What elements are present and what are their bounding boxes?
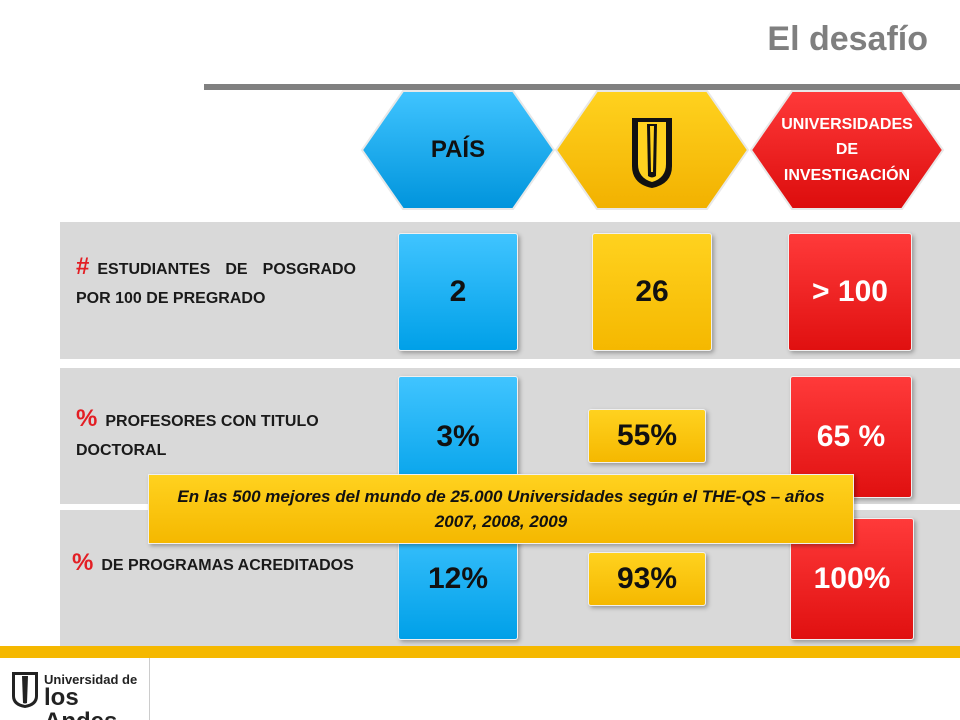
uniandes-logo-icon (12, 672, 38, 708)
value-posgrado-pais: 2 (398, 233, 518, 351)
row-symbol: % (76, 405, 98, 432)
hexagon-shape-blue (360, 90, 556, 210)
header-pais-label: PAÍS (430, 136, 486, 163)
header-investigacion: UNIVERSIDADES DE INVESTIGACIÓN (747, 88, 947, 212)
row-label-posgrado: # ESTUDIANTES DE POSGRADO POR 100 DE PREG… (76, 253, 356, 308)
row-symbol: % (72, 549, 94, 576)
uniandes-shield-icon (632, 118, 672, 188)
value-programas-uniandes: 93% (588, 552, 706, 606)
row-label-programas: % DE PROGRAMAS ACREDITADOS (72, 549, 354, 576)
page-title: El desafío (767, 20, 928, 58)
value-posgrado-investigacion: > 100 (788, 233, 912, 351)
logo-text-line1: Universidad de (44, 672, 138, 687)
title-divider (204, 84, 960, 90)
hexagon-shape-yellow (554, 90, 750, 210)
value-profesores-uniandes: 55% (588, 409, 706, 463)
logo-text-line2: los Andes (44, 684, 117, 720)
ranking-note: En las 500 mejores del mundo de 25.000 U… (148, 474, 854, 544)
header-pais: PAÍS (358, 88, 558, 212)
row-label-profesores: % PROFESORES CON TITULO DOCTORAL (76, 405, 319, 460)
hexagon-shape-red (749, 90, 945, 210)
header-uniandes (552, 88, 752, 212)
footer-bar (0, 646, 960, 658)
header-investigacion-label: UNIVERSIDADES DE INVESTIGACIÓN (781, 115, 913, 184)
university-logo: Universidad de los Andes (0, 658, 150, 720)
row-symbol: # (76, 253, 90, 280)
value-posgrado-uniandes: 26 (592, 233, 712, 351)
